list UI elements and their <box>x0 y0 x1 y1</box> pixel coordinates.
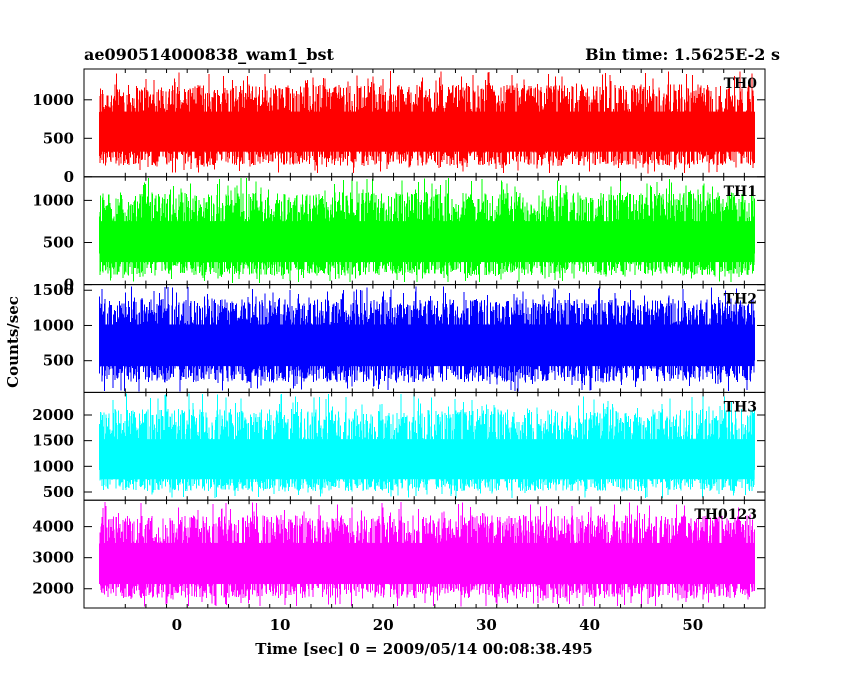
x-tick-label: 10 <box>270 616 291 634</box>
panel-label-th2: TH2 <box>724 292 757 308</box>
y-tick-label-th3: 500 <box>43 483 74 501</box>
y-tick-label-th1: 1000 <box>32 191 74 209</box>
panel-label-th0: TH0 <box>724 76 758 92</box>
y-tick-label-th0123: 2000 <box>32 580 74 598</box>
panel-frame-th0123 <box>83 499 766 609</box>
y-tick-label-th3: 1000 <box>32 457 74 475</box>
y-tick-label-th2: 1000 <box>32 316 74 334</box>
y-tick-label-th3: 1500 <box>32 432 74 450</box>
y-tick-label-th3: 2000 <box>32 406 74 424</box>
panel-label-th3: TH3 <box>724 399 757 415</box>
series-band-th0 <box>99 111 755 152</box>
y-tick-label-th0: 500 <box>43 129 74 147</box>
x-tick-label: 20 <box>373 616 394 634</box>
x-tick-label: 40 <box>579 616 600 634</box>
y-tick-label-th1: 500 <box>43 233 74 251</box>
series-band-th3 <box>99 439 755 480</box>
series-band-th1 <box>99 221 755 263</box>
x-tick-label: 0 <box>172 616 182 634</box>
series-band-th2 <box>99 324 755 367</box>
x-axis-title: Time [sec] 0 = 2009/05/14 00:08:38.495 <box>255 640 592 658</box>
panel-label-th0123: TH0123 <box>694 507 757 523</box>
y-axis-title: Counts/sec <box>4 296 22 388</box>
bin-time-label: Bin time: 1.5625E-2 s <box>585 45 780 64</box>
y-tick-label-th0123: 4000 <box>32 518 74 536</box>
chart-title: ae090514000838_wam1_bst <box>84 45 335 64</box>
x-tick-label: 30 <box>476 616 497 634</box>
x-tick-label: 50 <box>682 616 703 634</box>
series-band-th0123 <box>99 542 755 585</box>
y-tick-label-th0: 1000 <box>32 91 74 109</box>
y-tick-label-th0: 0 <box>64 168 74 186</box>
y-tick-label-th2: 1500 <box>32 281 74 299</box>
y-tick-label-th2: 500 <box>43 352 74 370</box>
y-tick-label-th1: 0 <box>64 276 74 294</box>
y-tick-label-th0123: 3000 <box>32 549 74 567</box>
panel-label-th1: TH1 <box>724 184 757 200</box>
